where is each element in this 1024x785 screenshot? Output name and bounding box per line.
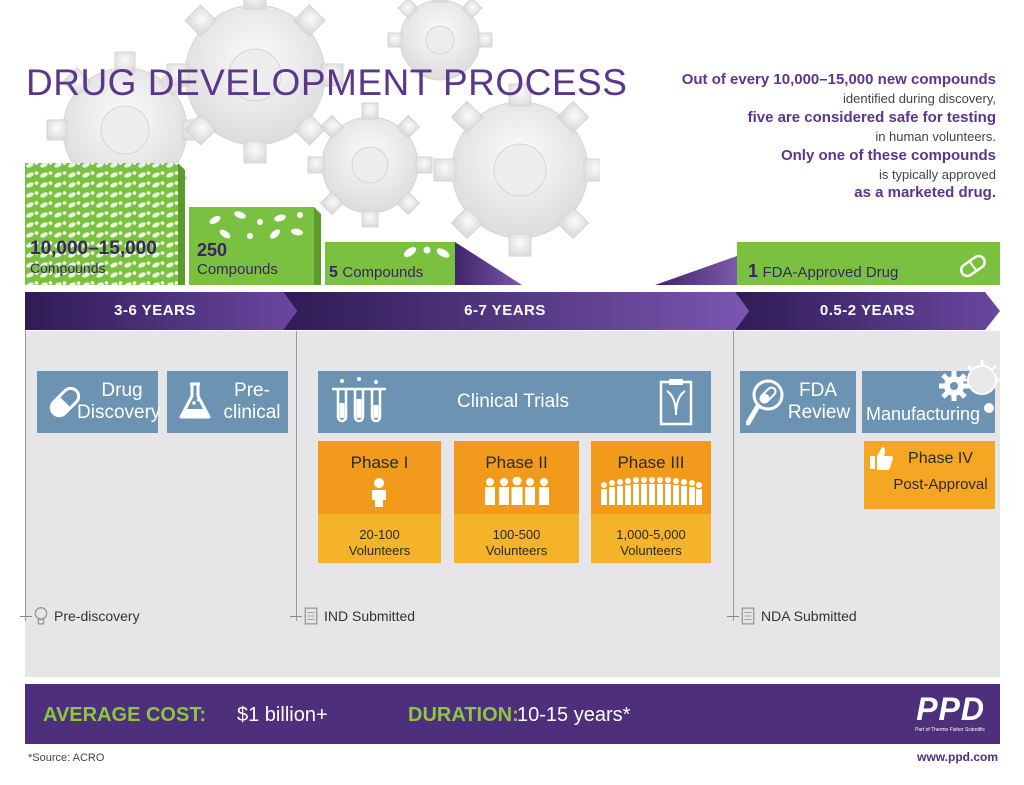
ppd-logo: PPD Part of Thermo Fisher Scientific	[880, 693, 985, 737]
source-note: *Source: ACRO	[28, 752, 105, 764]
timeline-band	[25, 292, 1000, 330]
compounds-block-4: 1 FDA-Approved Drug	[748, 261, 898, 282]
milestone-ind-submitted: IND Submitted	[290, 606, 415, 626]
thumbs-up-icon	[870, 447, 893, 470]
cost-label: AVERAGE COST:	[43, 704, 206, 726]
clinical-trials-label: Clinical Trials	[457, 391, 569, 412]
ppd-logo-mark: PPD	[916, 691, 985, 727]
phase-2-unit: Volunteers	[485, 543, 548, 558]
compounds-block-1: 10,000–15,000 Compounds	[30, 238, 160, 276]
milestone-3-label: NDA Submitted	[761, 608, 857, 624]
magnifier-icon	[746, 379, 784, 426]
compounds-4-number: 1	[748, 261, 759, 281]
cost-value: $1 billion+	[237, 704, 328, 726]
divider-line-1	[25, 331, 26, 621]
compounds-2-number: 250	[197, 240, 228, 260]
phase-4-card: Phase IV Post-Approval	[864, 441, 995, 509]
phase-3-card: Phase III 1,000-5,000 Volunteers	[591, 441, 711, 563]
phase-2-name: Phase II	[485, 453, 548, 472]
phase-2-volunteers: 100-500 Volunteers	[454, 527, 579, 559]
intro-line-7: as a marketed drug.	[854, 184, 996, 202]
drug-discovery-box: Drug Discovery	[37, 371, 161, 433]
compounds-2-label: Compounds	[197, 261, 278, 278]
document-icon	[741, 607, 755, 625]
phase-4-line-1: Phase IV	[908, 450, 973, 467]
phase-3-volunteers: 1,000-5,000 Volunteers	[591, 527, 711, 559]
phase-1-name: Phase I	[350, 453, 409, 472]
summary-bar	[25, 684, 1000, 744]
milestone-1-label: Pre-discovery	[54, 608, 140, 624]
group-icon	[485, 477, 549, 505]
intro-text: Out of every 10,000–15,000 new compounds…	[656, 70, 996, 204]
stage-1-duration: 3-6 YEARS	[114, 302, 196, 319]
compounds-1-number: 10,000–15,000	[30, 238, 157, 259]
gears-icon	[939, 360, 1002, 413]
manufacturing-label: Manufacturing	[866, 404, 981, 424]
fda-review-line-2: Review	[787, 402, 851, 423]
drug-discovery-line-1: Drug	[101, 380, 143, 401]
clipboard-icon	[659, 379, 693, 426]
intro-line-3: five are considered safe for testing	[747, 108, 996, 126]
divider-line-3	[733, 331, 734, 621]
stage-2-duration: 6-7 YEARS	[464, 302, 546, 319]
test-tubes-icon	[332, 377, 386, 423]
milestone-pre-discovery: Pre-discovery	[20, 606, 140, 626]
compounds-block-2: 250 Compounds	[197, 240, 317, 278]
phase-1-volunteers: 20-100 Volunteers	[318, 527, 441, 559]
document-icon	[304, 607, 318, 625]
compound-funnel	[25, 163, 1000, 285]
gears-background	[46, 0, 600, 257]
compounds-3-number: 5	[329, 264, 338, 281]
phase-1-card: Phase I 20-100 Volunteers	[318, 441, 441, 563]
phase-2-card: Phase II 100-500 Volunteers	[454, 441, 579, 563]
compounds-block-3: 5 Compounds	[329, 264, 423, 282]
divider-line-2	[296, 331, 297, 621]
person-icon	[372, 478, 386, 507]
duration-label: DURATION:	[408, 704, 519, 726]
phase-3-unit: Volunteers	[620, 543, 682, 558]
intro-line-6: is typically approved	[878, 166, 996, 182]
page-title: DRUG DEVELOPMENT PROCESS	[26, 62, 628, 103]
flask-icon	[179, 382, 211, 419]
fda-review-box: FDA Review	[740, 371, 856, 433]
intro-line-1: Out of every 10,000–15,000 new compounds	[681, 71, 996, 88]
ppd-logo-subtitle: Part of Thermo Fisher Scientific	[915, 727, 985, 733]
intro-line-4: in human volunteers.	[875, 129, 996, 145]
phase-3-name: Phase III	[617, 453, 685, 472]
drug-discovery-line-2: Discovery	[77, 402, 161, 423]
clinical-trials-box: Clinical Trials	[318, 371, 711, 433]
preclinical-line-1: Pre-	[234, 380, 270, 401]
compounds-1-label: Compounds	[30, 260, 106, 276]
website-link[interactable]: www.ppd.com	[917, 750, 998, 764]
phase-3-count: 1,000-5,000	[616, 527, 686, 542]
manufacturing-box: Manufacturing	[862, 371, 995, 433]
crowd-icon	[601, 477, 702, 505]
preclinical-box: Pre- clinical	[167, 371, 288, 433]
pill-icon	[49, 386, 81, 418]
intro-line-2: identified during discovery,	[843, 91, 996, 107]
lightbulb-icon	[34, 607, 48, 625]
milestone-nda-submitted: NDA Submitted	[727, 606, 857, 626]
compounds-3-label: Compounds	[342, 264, 424, 281]
phase-4-line-2: Post-Approval	[893, 476, 988, 493]
phase-2-count: 100-500	[492, 527, 541, 542]
milestone-2-label: IND Submitted	[324, 608, 416, 624]
phase-1-unit: Volunteers	[348, 543, 411, 558]
compounds-4-label: FDA-Approved Drug	[762, 264, 899, 281]
phase-1-count: 20-100	[359, 527, 400, 542]
fda-review-line-1: FDA	[799, 380, 837, 401]
intro-line-5: Only one of these compounds	[780, 146, 996, 164]
duration-value: 10-15 years*	[517, 704, 631, 726]
stage-3-duration: 0.5-2 YEARS	[819, 302, 916, 319]
preclinical-line-2: clinical	[223, 402, 281, 423]
